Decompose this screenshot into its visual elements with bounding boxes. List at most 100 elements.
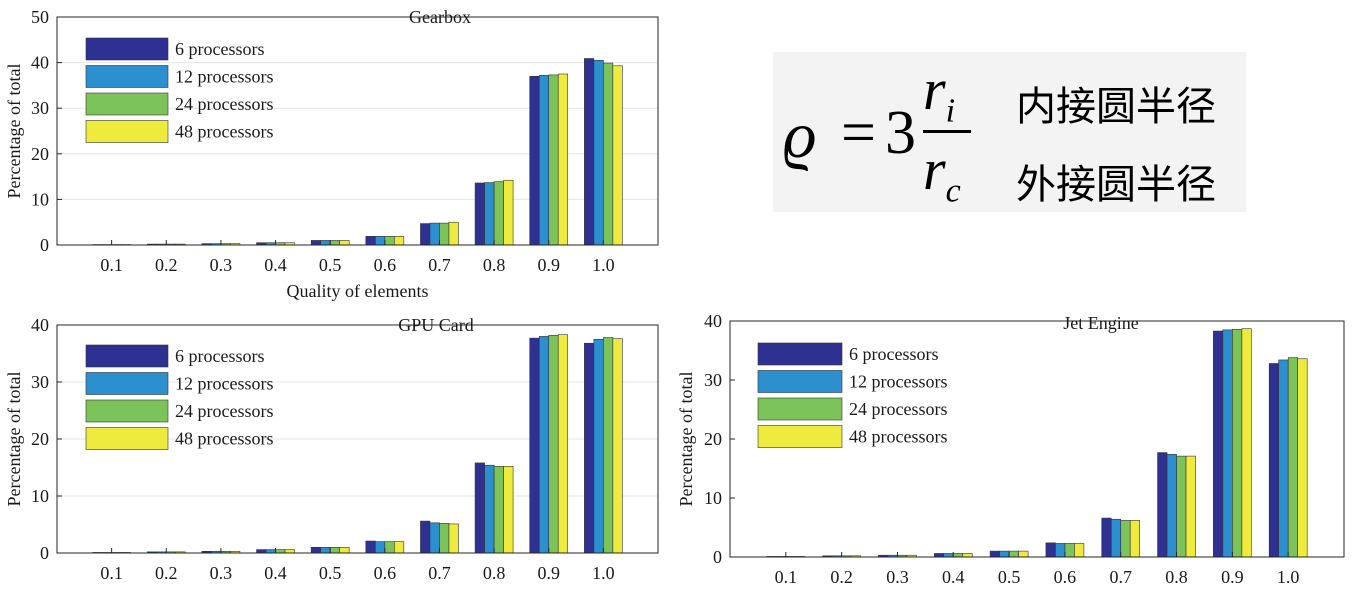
x-tick-label: 0.7 (1109, 567, 1132, 587)
x-tick-label: 0.3 (886, 567, 909, 587)
jet-engine-chart: 0 10 20 30 40 0.1 0.2 0.3 0.4 0.5 0.6 0.7 0.8 0.9 1.0 J… (676, 311, 1345, 587)
bar-24-processors-0.8 (493, 181, 504, 246)
bar-6-processors-0.6 (365, 236, 376, 246)
bar-6-processors-0.4 (256, 549, 267, 554)
bar-24-processors-0.8 (1176, 455, 1187, 558)
bar-48-processors-1.0 (612, 65, 623, 246)
y-tick-label: 30 (31, 372, 49, 392)
bar-24-processors-1.0 (603, 337, 614, 554)
x-tick-label: 0.2 (830, 567, 853, 587)
y-tick-label: 20 (31, 429, 49, 449)
formula-numerator-label: 内接圆半径 (1016, 84, 1216, 130)
bar-24-processors-0.8 (493, 466, 504, 554)
chart-title: GPU Card (398, 315, 474, 335)
bar-6-processors-0.9 (529, 337, 540, 554)
bar-6-processors-0.9 (1213, 330, 1224, 558)
y-tick-label: 30 (704, 370, 722, 390)
bar-12-processors-0.7 (429, 222, 440, 246)
chart-title: Gearbox (409, 7, 471, 27)
y-tick-label: 10 (31, 486, 49, 506)
legend-swatch-6-processors (85, 37, 169, 61)
legend-label: 48 processors (175, 122, 273, 142)
gearbox-chart: 0 10 20 30 40 50 0.1 0.2 0.3 0.4 0.5 0.6 0.7 0.8 0.9 1.… (4, 7, 659, 301)
bar-48-processors-0.9 (1241, 328, 1252, 558)
legend-swatch-24-processors (85, 92, 169, 116)
bar-6-processors-0.7 (1101, 517, 1112, 558)
bar-6-processors-0.4 (933, 553, 945, 558)
legend-swatch-48-processors (85, 427, 169, 450)
x-tick-label: 1.0 (592, 563, 615, 583)
bar-6-processors-1.0 (584, 58, 595, 246)
bar-48-processors-0.6 (394, 541, 405, 554)
legend: 6 processors 12 processors 24 processors 48… (85, 344, 273, 450)
bar-24-processors-0.6 (1064, 543, 1075, 558)
y-tick-label: 50 (31, 7, 49, 27)
legend-swatch-48-processors (85, 120, 169, 143)
bar-12-processors-0.7 (1110, 518, 1122, 558)
bar-12-processors-1.0 (593, 60, 604, 246)
legend-label: 12 processors (175, 67, 273, 87)
bar-24-processors-1.0 (603, 62, 614, 246)
formula-panel: ϱ = 3 ri rc 内接圆半径 外接圆半径 (773, 52, 1246, 212)
y-tick-label: 20 (31, 144, 49, 164)
bar-48-processors-0.8 (1185, 455, 1196, 558)
bar-48-processors-0.4 (284, 549, 295, 554)
legend-swatch-6-processors (85, 344, 169, 368)
bar-48-processors-0.6 (394, 236, 405, 246)
bar-48-processors-1.0 (612, 338, 623, 554)
legend-label: 6 processors (175, 346, 264, 366)
legend-swatch-6-processors (757, 342, 843, 366)
x-tick-label: 0.1 (100, 255, 123, 275)
legend-swatch-12-processors (85, 372, 169, 395)
x-tick-label: 0.4 (942, 567, 965, 587)
x-tick-label: 0.2 (155, 563, 178, 583)
bar-6-processors-0.8 (1157, 452, 1168, 558)
bar-12-processors-0.4 (943, 553, 954, 558)
bar-24-processors-0.4 (952, 553, 964, 558)
bar-24-processors-0.7 (1120, 520, 1131, 558)
y-tick-label: 20 (704, 429, 722, 449)
bar-48-processors-0.9 (557, 73, 569, 246)
y-tick-label: 0 (713, 547, 722, 567)
bar-48-processors-0.6 (1074, 543, 1085, 558)
formula-denominator: rc (923, 137, 961, 210)
x-tick-label: 1.0 (592, 255, 615, 275)
bar-48-processors-0.5 (339, 240, 350, 246)
x-tick-label: 0.3 (210, 255, 233, 275)
bar-24-processors-1.0 (1287, 357, 1298, 558)
x-axis-label: Quality of elements (287, 281, 429, 301)
y-tick-label: 0 (40, 543, 49, 563)
bar-12-processors-0.7 (429, 522, 440, 554)
legend: 6 processors 12 processors 24 processors 48… (757, 342, 947, 448)
legend-label: 24 processors (849, 399, 947, 419)
bar-48-processors-0.8 (503, 179, 514, 246)
legend-swatch-24-processors (757, 397, 843, 421)
bar-48-processors-0.7 (448, 221, 459, 246)
bar-24-processors-0.9 (548, 334, 559, 554)
legend-label: 48 processors (175, 429, 273, 449)
bar-12-processors-0.8 (1166, 454, 1177, 558)
bar-12-processors-1.0 (593, 338, 604, 554)
legend-label: 6 processors (849, 344, 938, 364)
x-tick-label: 0.6 (1054, 567, 1077, 587)
x-tick-label: 0.4 (264, 255, 287, 275)
bar-6-processors-0.6 (365, 540, 376, 554)
bar-12-processors-0.6 (1055, 543, 1066, 558)
bar-24-processors-0.7 (439, 222, 450, 246)
bar-12-processors-0.5 (320, 547, 331, 554)
legend-label: 24 processors (175, 94, 273, 114)
formula-coefficient: 3 (885, 99, 916, 167)
y-tick-label: 40 (704, 311, 722, 331)
x-tick-label: 1.0 (1277, 567, 1300, 587)
bar-24-processors-0.9 (1232, 328, 1243, 558)
bar-12-processors-0.5 (999, 550, 1010, 558)
x-tick-label: 0.1 (775, 567, 798, 587)
bar-12-processors-0.4 (265, 549, 276, 554)
bar-6-processors-0.9 (529, 75, 540, 246)
y-tick-label: 30 (31, 98, 49, 118)
y-axis-label: Percentage of total (4, 372, 24, 507)
bar-24-processors-0.6 (384, 236, 395, 246)
legend-swatch-12-processors (85, 65, 169, 88)
x-tick-label: 0.7 (428, 255, 451, 275)
x-tick-label: 0.5 (998, 567, 1021, 587)
